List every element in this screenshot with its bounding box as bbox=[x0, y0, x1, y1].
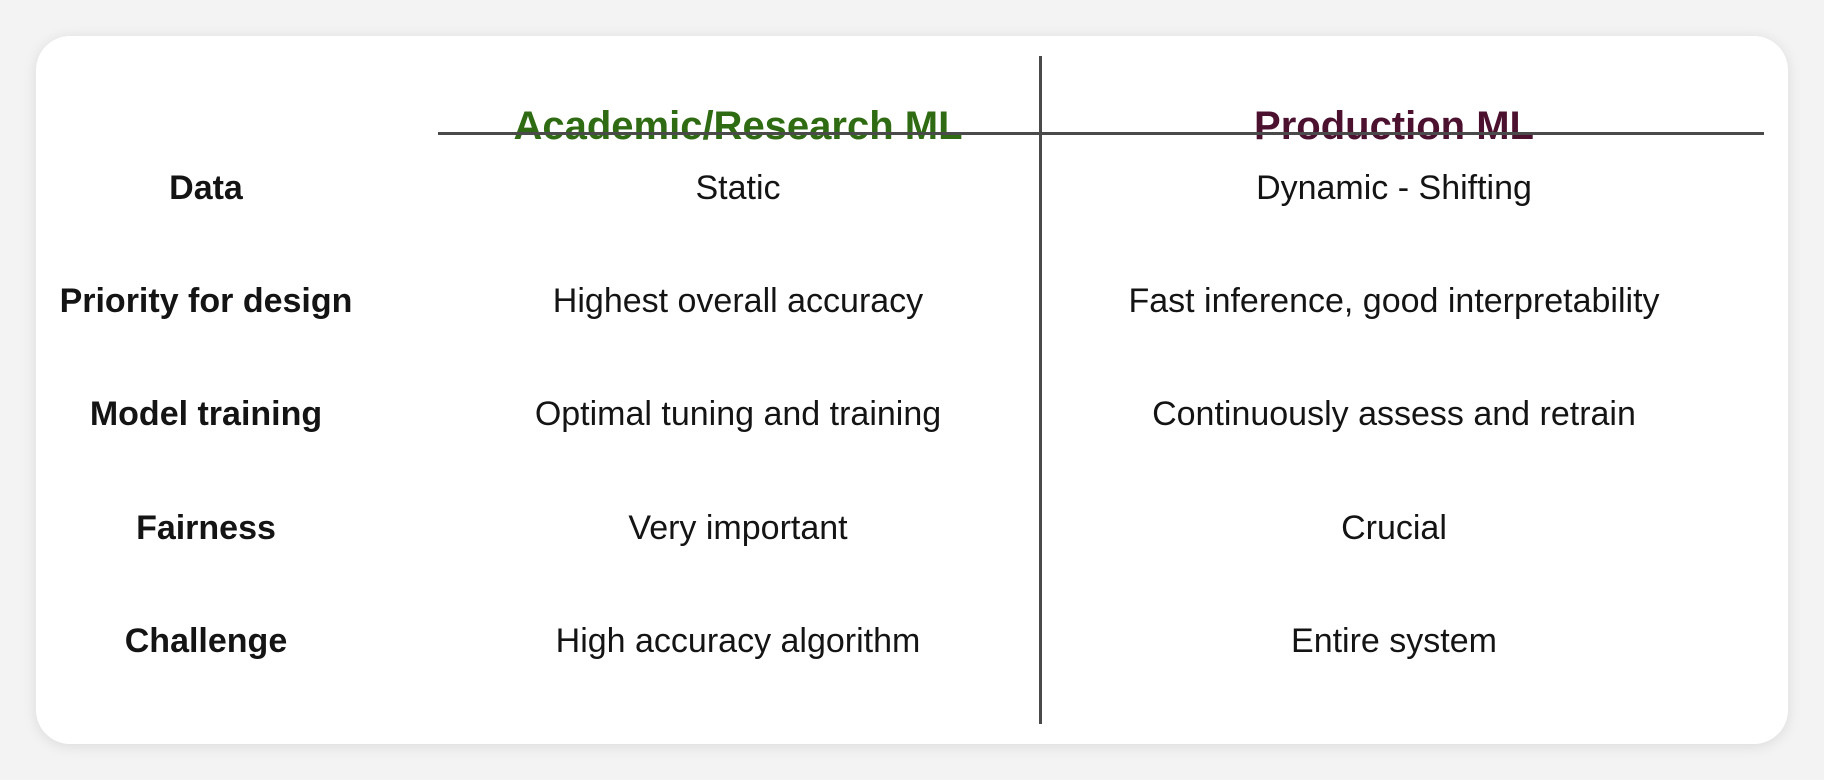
academic-cell: Highest overall accuracy bbox=[552, 282, 924, 320]
comparison-slide: Academic/Research ML Production ML Data … bbox=[36, 36, 1788, 744]
table-row: Challenge High accuracy algorithm Entire… bbox=[36, 613, 1788, 669]
production-cell: Entire system bbox=[1291, 622, 1497, 660]
production-cell: Crucial bbox=[1341, 509, 1447, 547]
table-row: Priority for design Highest overall accu… bbox=[36, 273, 1788, 329]
production-cell: Continuously assess and retrain bbox=[1152, 395, 1636, 433]
production-cell: Fast inference, good interpretability bbox=[1128, 282, 1660, 320]
academic-cell: Very important bbox=[628, 509, 848, 547]
row-label-fairness: Fairness bbox=[136, 509, 276, 547]
row-label-data: Data bbox=[169, 169, 243, 207]
academic-cell: Static bbox=[695, 169, 781, 207]
row-label-challenge: Challenge bbox=[124, 622, 288, 660]
academic-column-header: Academic/Research ML bbox=[513, 104, 963, 148]
row-label-model-training: Model training bbox=[89, 395, 323, 433]
row-label-priority-for-design: Priority for design bbox=[59, 282, 353, 320]
academic-cell: High accuracy algorithm bbox=[555, 622, 921, 660]
table-row: Model training Optimal tuning and traini… bbox=[36, 386, 1788, 442]
production-column-header: Production ML bbox=[1254, 104, 1534, 148]
production-cell: Dynamic - Shifting bbox=[1256, 169, 1532, 207]
table-row: Fairness Very important Crucial bbox=[36, 500, 1788, 556]
header-divider bbox=[438, 132, 1764, 135]
academic-cell: Optimal tuning and training bbox=[534, 395, 942, 433]
column-divider bbox=[1039, 56, 1042, 724]
table-row: Data Static Dynamic - Shifting bbox=[36, 160, 1788, 216]
